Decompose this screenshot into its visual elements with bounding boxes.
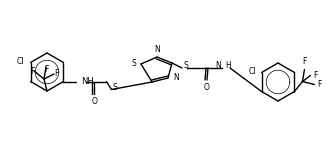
- Text: O: O: [92, 97, 97, 106]
- Text: H: H: [225, 61, 231, 70]
- Text: F: F: [44, 64, 48, 74]
- Text: Cl: Cl: [249, 67, 257, 76]
- Text: N: N: [173, 74, 179, 83]
- Text: F: F: [30, 66, 34, 76]
- Text: NH: NH: [82, 77, 94, 86]
- Text: F: F: [314, 71, 318, 80]
- Text: F: F: [318, 80, 322, 89]
- Text: F: F: [302, 57, 307, 66]
- Text: S: S: [112, 83, 117, 92]
- Text: S: S: [131, 59, 136, 68]
- Text: O: O: [204, 83, 210, 92]
- Text: N: N: [154, 45, 160, 54]
- Text: F: F: [54, 69, 58, 79]
- Text: S: S: [184, 61, 189, 70]
- Text: N: N: [215, 61, 221, 70]
- Text: Cl: Cl: [17, 57, 24, 66]
